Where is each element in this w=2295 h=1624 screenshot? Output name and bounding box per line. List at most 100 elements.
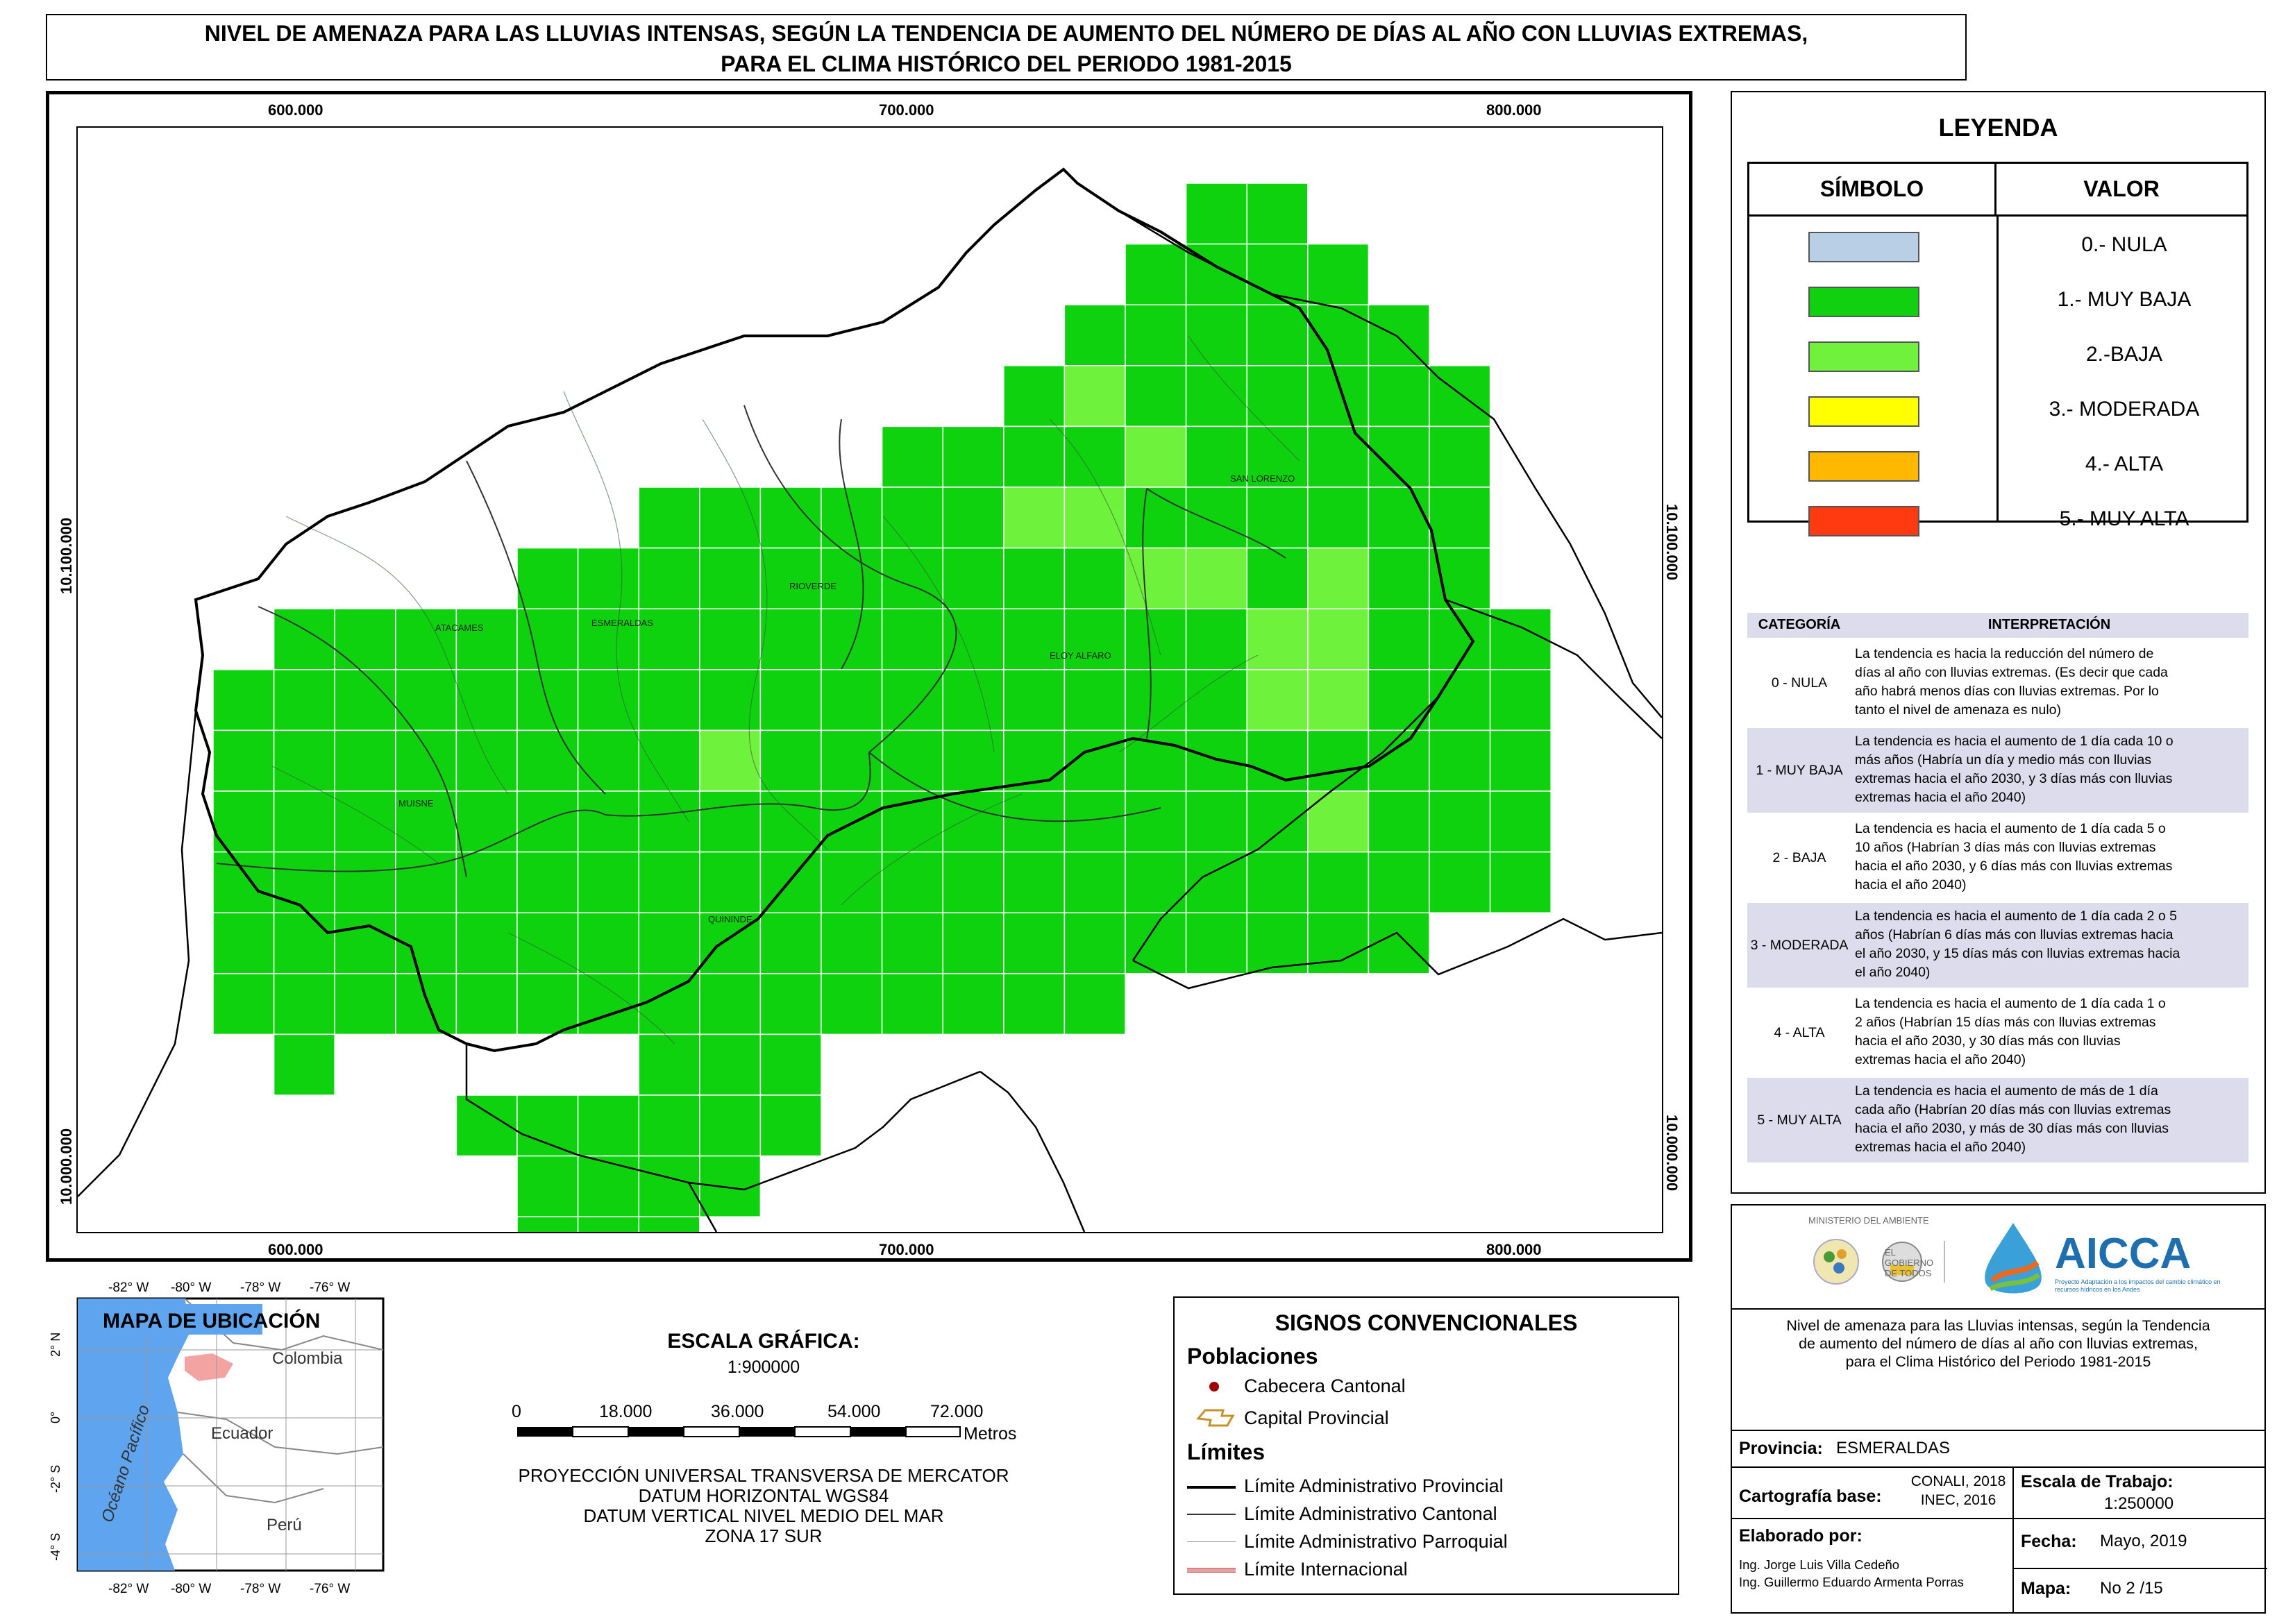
threat-cell [1307,851,1370,913]
legend-divider [1996,217,1999,522]
lim-int-line-icon [1187,1568,1236,1573]
loc-lat-r3: -2° S [386,1479,387,1507]
legend-swatch-5 [1808,506,1919,536]
threat-cell [516,608,579,670]
legend-value-1: 1.- MUY BAJA [2057,288,2192,311]
interp-row: 3 - MODERADA La tendencia es hacia el aum… [1747,903,2248,988]
threat-cell [942,912,1004,974]
map-canvas[interactable]: SAN LORENZO ATACAMES ESMERALDAS RIOVERDE… [76,126,1663,1233]
elaborado-value: Ing. Jorge Luis Villa Cedeño Ing. Guille… [1739,1556,1964,1591]
threat-cell [759,729,822,792]
threat-cell [1003,973,1066,1035]
threat-cell [881,729,943,792]
provincia-label: Provincia: [1739,1439,1823,1458]
threat-cell [577,729,639,792]
interp-text: La tendencia es hacia el aumento de 1 dí… [1855,820,2244,895]
threat-cell [1185,183,1247,245]
threat-cell [1307,547,1370,609]
interp-text-line: La tendencia es hacia el aumento de 1 dí… [1855,821,2166,836]
threat-cell [334,973,396,1035]
interp-text-line: días al año con lluvias extremas. (Es de… [1855,665,2168,680]
threat-cell [516,729,579,792]
label-quininde: QUININDE [708,914,753,924]
legend-swatch-1 [1808,287,1919,317]
signs-lim-parr: Límite Administrativo Parroquial [1244,1531,1508,1552]
threat-cell [516,790,579,853]
cartografia-label: Cartografía base: [1739,1487,1882,1506]
fecha-value: Mayo, 2019 [2100,1532,2187,1550]
threat-cell [1307,365,1370,428]
interp-col-interp: INTERPRETACIÓN [1987,617,2111,632]
info-desc-line3: para el Clima Histórico del Periodo 1981… [1845,1353,2151,1370]
capital-provincial-icon [1196,1409,1235,1427]
threat-cell [334,912,396,974]
interp-category: 2 - BAJA [1772,850,1826,865]
threat-cell [516,1155,579,1217]
threat-cell [1489,729,1552,792]
mapa-value: No 2 /15 [2100,1579,2163,1598]
gobierno-logo-text: EL GOBIERNO DE TODOS [1885,1247,1934,1278]
label-muisne: MUISNE [398,798,434,809]
threat-cell [212,729,275,792]
threat-cell [1185,487,1247,549]
ministerio-logo-text: MINISTERIO DEL AMBIENTE [1808,1215,1929,1226]
info-description: Nivel de amenaza para las Lluvias intens… [1732,1317,2264,1371]
threat-cell [516,973,579,1035]
scale-tick-2: 36.000 [711,1402,764,1421]
threat-cell [821,608,883,670]
threat-cell [1368,851,1430,913]
loc-lon-top-3: -78° W [240,1280,280,1295]
projection-line3: DATUM VERTICAL NIVEL MEDIO DEL MAR [583,1505,944,1526]
threat-cell [1185,912,1247,974]
threat-cell [577,608,639,670]
signs-lim-prov: Límite Administrativo Provincial [1244,1475,1504,1496]
interp-text-line: extremas hacia el año 2040) [1855,790,2026,805]
scale-bar [517,1426,961,1437]
x-tick-top-2: 700.000 [879,101,934,119]
threat-cell [1185,729,1247,792]
loc-lat-4: -4° S [49,1533,62,1561]
interp-text-line: año habrá menos días con lluvias extrema… [1855,684,2159,699]
threat-cell [1064,608,1126,670]
interp-category: 1 - MUY BAJA [1756,763,1843,778]
threat-cell [699,487,762,549]
interp-text-line: hacia el año 2040) [1855,877,1967,893]
provincial-boundary [194,167,1475,1053]
scale-tick-0: 0 [512,1402,521,1421]
threat-cell [577,547,639,609]
location-map: -82° W -80° W -78° W -76° W -82° W -80° … [49,1280,400,1596]
projection-text: PROYECCIÓN UNIVERSAL TRANSVERSA DE MERCA… [486,1466,1041,1546]
interp-text-line: La tendencia es hacia el aumento de más … [1855,1083,2158,1099]
threat-cell [1003,851,1066,913]
interp-text: La tendencia es hacia el aumento de 1 dí… [1855,732,2244,807]
threat-cell [759,973,822,1035]
esmeraldas-highlight [185,1353,233,1381]
threat-cell [577,851,639,913]
loc-lon-top-4: -76° W [310,1280,350,1295]
interp-text-line: extremas hacia el año 2040) [1855,1052,2026,1067]
threat-cell [638,669,700,731]
threat-cell [1489,790,1552,853]
threat-cell [1429,487,1491,549]
interp-text-line: hacia el año 2030, y 30 días más con llu… [1855,1033,2121,1049]
threat-cell [1246,790,1309,853]
threat-cell [1185,547,1247,609]
legend-value-5: 5.- MUY ALTA [2059,507,2189,530]
interp-category: 4 - ALTA [1774,1025,1825,1040]
cartografia-value-2: INEC, 2016 [1920,1492,1996,1508]
signs-title: SIGNOS CONVENCIONALES [1275,1310,1578,1335]
threat-cell [759,1033,822,1096]
threat-cell [1064,547,1126,609]
threat-cell [1185,365,1247,428]
elaborado-value-2: Ing. Guillermo Eduardo Armenta Porras [1739,1575,1964,1589]
scale-tick-4: 72.000 [930,1402,984,1421]
interp-row: 5 - MUY ALTA La tendencia es hacia el aum… [1747,1078,2248,1162]
interp-col-category: CATEGORÍA [1758,617,1841,632]
loc-lon-top-2: -80° W [171,1280,211,1295]
threat-cell [273,973,335,1035]
loc-colombia: Colombia [272,1349,343,1368]
threat-cell [516,1094,579,1157]
threat-cell [821,851,883,913]
loc-lon-bot-2: -80° W [171,1582,211,1596]
aicca-logo-text: AICCA [2055,1230,2192,1278]
